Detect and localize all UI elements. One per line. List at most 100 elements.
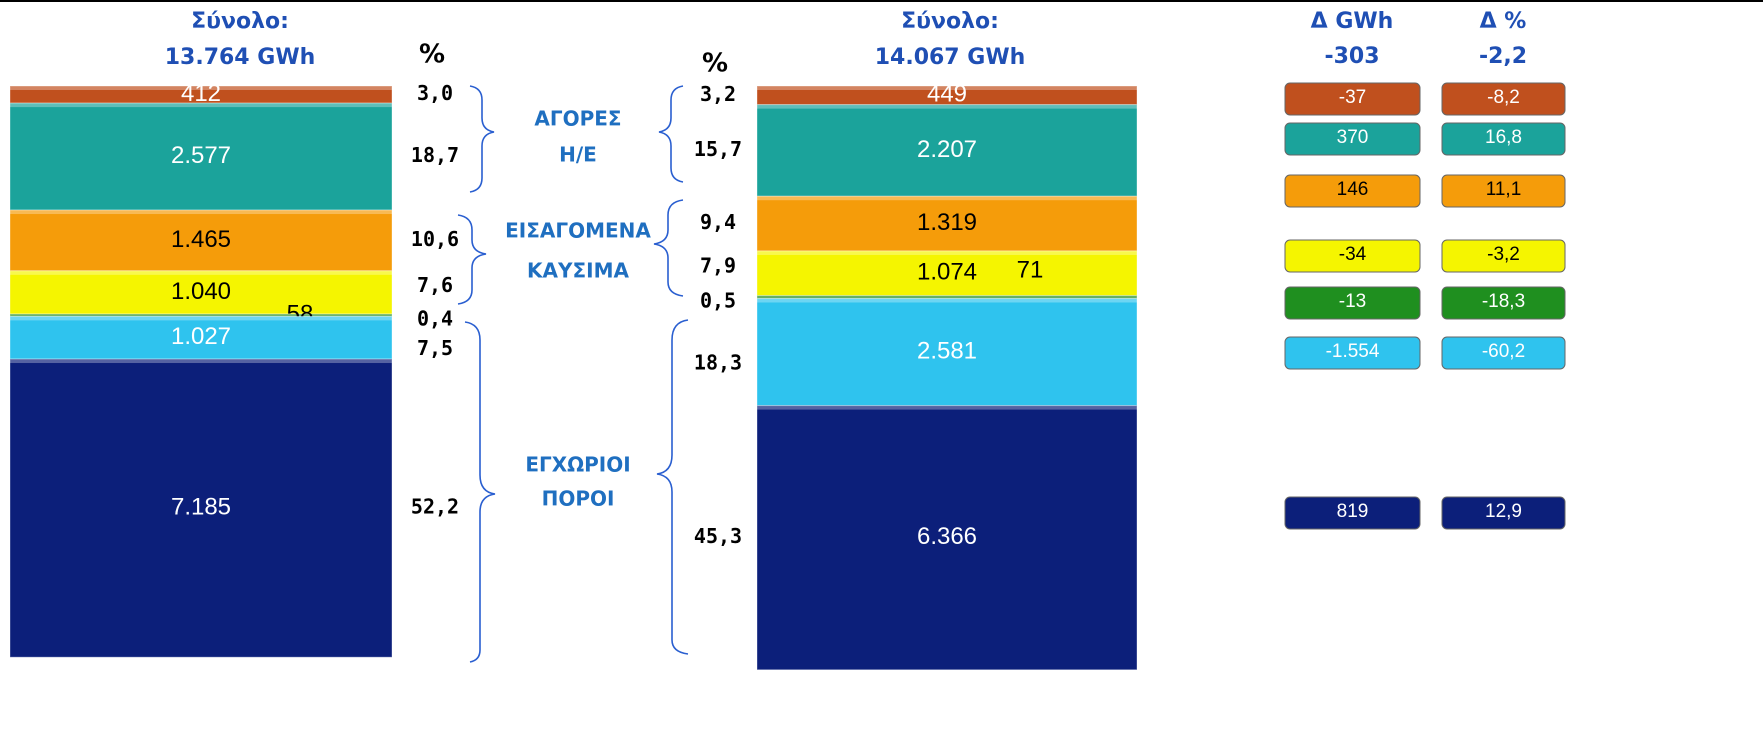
share-label: 3,0 — [417, 81, 453, 105]
delta-box — [1284, 122, 1421, 156]
value-label: 1.465 — [171, 226, 231, 253]
delta-label: 16,8 — [1485, 127, 1522, 148]
delta-gwh-header: Δ GWh — [1311, 9, 1394, 34]
brace — [653, 199, 684, 297]
delta-box — [1284, 174, 1421, 208]
delta-box — [1441, 122, 1566, 156]
delta-label: -34 — [1339, 244, 1367, 265]
brace — [656, 319, 689, 655]
bar-segment — [9, 358, 393, 658]
share-label: 9,4 — [700, 210, 736, 234]
left-total: 13.764 GWh — [165, 45, 316, 70]
right-total: 14.067 GWh — [875, 45, 1026, 70]
segment-gloss — [757, 196, 1137, 201]
brace — [469, 85, 495, 193]
delta-pct-total: -2,2 — [1479, 44, 1527, 69]
delta-box — [1441, 286, 1566, 320]
delta-box — [1441, 174, 1566, 208]
share-label: 7,5 — [417, 336, 453, 360]
bar-segment — [756, 405, 1138, 671]
segment-gloss — [10, 86, 392, 90]
value-label: 2.207 — [917, 136, 977, 163]
delta-pct-header: Δ % — [1480, 9, 1527, 34]
delta-label: 370 — [1337, 127, 1369, 148]
delta-label: 146 — [1337, 179, 1369, 200]
bar-segment — [756, 297, 1138, 407]
segment-gloss — [757, 250, 1137, 255]
segment-gloss — [757, 104, 1137, 109]
value-label: 1.074 — [917, 259, 977, 286]
delta-label: 11,1 — [1486, 179, 1522, 200]
delta-label: -37 — [1339, 87, 1366, 108]
delta-label: 12,9 — [1485, 501, 1522, 522]
delta-label: -1.554 — [1326, 341, 1380, 362]
share-label: 7,6 — [417, 273, 453, 297]
delta-label: -8,2 — [1487, 87, 1520, 108]
group-label: ΕΓΧΩΡΙΟΙ — [525, 453, 630, 477]
delta-box — [1284, 82, 1421, 116]
share-label: 10,6 — [411, 227, 459, 251]
segment-gloss — [757, 86, 1137, 90]
segment-gloss — [10, 210, 392, 215]
delta-box — [1284, 239, 1421, 273]
segment-gloss — [10, 316, 392, 321]
share-label: 0,4 — [417, 307, 453, 331]
value-label: 71 — [1017, 256, 1044, 283]
segment-gloss — [757, 295, 1137, 299]
value-label: 1.027 — [171, 323, 231, 350]
segment-gloss — [757, 405, 1137, 410]
share-label: 7,9 — [700, 254, 736, 278]
share-label: 3,2 — [700, 82, 736, 106]
segment-gloss — [10, 314, 392, 317]
bar-segment — [756, 250, 1138, 297]
value-label: 412 — [181, 80, 221, 107]
value-label: 1.319 — [917, 209, 977, 236]
group-label: Η/Ε — [559, 143, 597, 167]
brace — [658, 85, 684, 183]
delta-box — [1441, 496, 1566, 530]
bar-segment — [9, 315, 393, 360]
group-label: ΑΓΟΡΕΣ — [534, 107, 621, 131]
group-label: ΕΙΣΑΓΟΜΕΝΑ — [505, 219, 651, 243]
bar-segment — [9, 209, 393, 272]
group-label: ΠΟΡΟΙ — [542, 487, 615, 511]
delta-box — [1284, 496, 1421, 530]
brace — [464, 321, 496, 663]
share-label: 18,3 — [694, 351, 742, 375]
delta-gwh-total: -303 — [1324, 44, 1379, 69]
segment-gloss — [10, 270, 392, 275]
delta-box — [1441, 336, 1566, 370]
delta-label: -3,2 — [1487, 244, 1520, 265]
value-label: 7.185 — [171, 493, 231, 520]
segment-gloss — [757, 298, 1137, 303]
delta-label: -60,2 — [1482, 341, 1525, 362]
share-label: 52,2 — [411, 495, 459, 519]
share-label: 0,5 — [700, 289, 736, 313]
value-label: 6.366 — [917, 523, 977, 550]
right-pct-header: % — [702, 49, 728, 79]
share-label: 15,7 — [694, 137, 742, 161]
brace — [457, 214, 487, 305]
delta-box — [1441, 239, 1566, 273]
bar-segment — [756, 195, 1138, 252]
delta-label: 819 — [1337, 501, 1369, 522]
bar-segment — [756, 104, 1138, 197]
left-title: Σύνολο: — [191, 9, 289, 34]
value-label: 2.581 — [917, 337, 977, 364]
delta-box — [1441, 82, 1566, 116]
share-label: 18,7 — [411, 143, 459, 167]
delta-box — [1284, 286, 1421, 320]
bar-segment — [9, 102, 393, 211]
segment-gloss — [10, 103, 392, 108]
delta-label: -13 — [1339, 291, 1366, 312]
share-label: 45,3 — [694, 524, 742, 548]
left-pct-header: % — [419, 40, 445, 70]
value-label: 1.040 — [171, 278, 231, 305]
segment-gloss — [10, 359, 392, 364]
delta-label: -18,3 — [1482, 291, 1525, 312]
group-label: ΚΑΥΣΙΜΑ — [527, 259, 629, 283]
delta-box — [1284, 336, 1421, 370]
right-title: Σύνολο: — [901, 9, 999, 34]
value-label: 2.577 — [171, 142, 231, 169]
